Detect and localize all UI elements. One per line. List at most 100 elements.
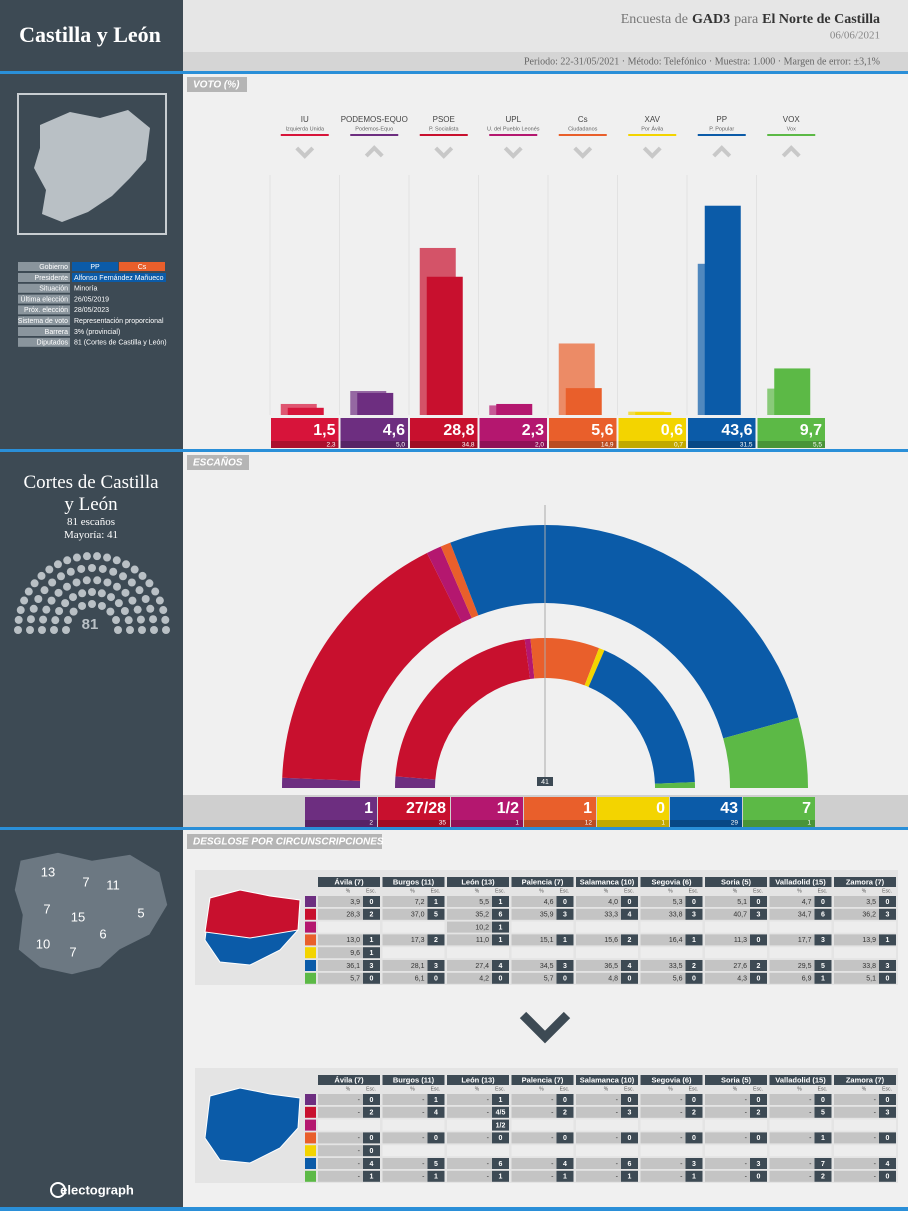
seat-cell: [621, 1132, 638, 1144]
seat-value: 2: [757, 963, 761, 970]
party-icon: [305, 1106, 316, 1118]
seat-cell: [363, 1132, 380, 1144]
info-label: Próx. elección: [24, 307, 68, 314]
seat-dot: [63, 616, 72, 625]
seat-cell: [879, 1119, 896, 1131]
seat-value: 1: [370, 950, 374, 957]
chamber-info: Cortes de Castilla y León 81 escaños May…: [21, 472, 161, 542]
seat-cell: [750, 972, 767, 984]
pct-value: -: [874, 1097, 877, 1104]
pct-cell: [705, 960, 750, 971]
seat-dot: [149, 615, 158, 624]
seat-dot: [20, 596, 29, 605]
pct-value: -: [422, 1161, 425, 1168]
column-header: Esc.: [689, 1086, 699, 1092]
seat-cell: [363, 1145, 380, 1157]
seat-value: 0: [757, 937, 761, 944]
info-label: Diputados: [36, 340, 68, 347]
party-icon: [305, 947, 316, 959]
table-map-highlight: [204, 889, 301, 939]
seat-dot: [69, 593, 77, 602]
pct-cell: [382, 947, 428, 959]
pct-cell: [511, 921, 557, 933]
party-icon: [305, 972, 316, 984]
seat-cell: [750, 1119, 767, 1131]
pct-cell: [318, 1094, 363, 1105]
pct-value: 5,1: [737, 899, 747, 906]
party-full-name: U. del Pueblo Leonés: [487, 126, 540, 132]
pct-cell: [769, 896, 815, 907]
seat-cell: [750, 947, 767, 959]
seat-dot: [106, 607, 115, 616]
seat-value: 4/5: [496, 1110, 506, 1117]
previous-label: 34,8: [462, 442, 475, 449]
value-label: 0,6: [661, 422, 683, 439]
column-header: %: [410, 888, 415, 894]
pct-value: 34,5: [540, 963, 554, 970]
seat-cell: [363, 896, 380, 907]
pct-cell: [834, 896, 879, 907]
info-label-cell: [18, 283, 70, 293]
seat-label: 0: [656, 800, 665, 817]
map-label: 10: [36, 936, 50, 951]
seat-value: 1: [563, 1174, 567, 1181]
map-frame: [17, 93, 167, 235]
subtitle-part: para: [734, 12, 759, 27]
column-header: Esc.: [624, 1086, 634, 1092]
province-header: [705, 877, 767, 887]
seat-box-strip: [378, 820, 450, 827]
seat-dot: [66, 567, 75, 576]
info-value-cell: [72, 273, 166, 282]
value-box: [688, 418, 756, 448]
province-name: Burgos (11): [393, 877, 435, 886]
pct-cell: [640, 1145, 686, 1157]
pct-value: -: [616, 1135, 619, 1142]
pct-cell: [447, 1119, 492, 1131]
seat-value: 2: [434, 937, 438, 944]
column-header: Esc.: [431, 1086, 441, 1092]
seat-cell: [621, 934, 638, 946]
pct-cell: [382, 921, 428, 933]
pct-cell: [576, 1145, 621, 1157]
section-title: VOTO (%): [193, 80, 240, 91]
pct-cell: [769, 947, 815, 959]
seat-box-strip: [597, 820, 669, 827]
government-party: Cs: [138, 264, 147, 271]
seat-value: 1: [434, 1097, 438, 1104]
header-band: [183, 0, 908, 52]
seat-cell: [556, 1119, 574, 1131]
pct-cell: [382, 960, 428, 971]
pct-value: 4,6: [544, 899, 554, 906]
info-label-cell: [18, 262, 70, 271]
value-box-strip: [340, 441, 408, 448]
pct-value: 28,3: [346, 912, 360, 919]
column-header: %: [862, 888, 867, 894]
seat-dot: [97, 601, 106, 610]
seat-dot: [93, 576, 102, 585]
seat-cell: [879, 896, 896, 907]
info-value: 81 (Cortes de Castilla y León): [74, 340, 167, 347]
value-box: [410, 418, 478, 448]
seat-value: 0: [692, 899, 696, 906]
pct-cell: [511, 1094, 557, 1105]
pct-cell: [318, 972, 363, 984]
value-label: 1,5: [313, 422, 335, 439]
subtitle-part: Encuesta de: [621, 12, 688, 27]
seat-cell: [879, 921, 896, 933]
pct-cell: [318, 1158, 363, 1169]
seat-value: 1: [434, 1174, 438, 1181]
seat-value: 0: [370, 899, 374, 906]
pct-cell: [576, 921, 621, 933]
province-header: [318, 877, 380, 887]
seat-dot: [155, 596, 164, 605]
pct-cell: [834, 1132, 879, 1144]
province-name: Ávila (7): [334, 877, 364, 886]
seat-value: 1/2: [496, 1122, 506, 1129]
pct-cell: [640, 1132, 686, 1144]
seat-value: 4: [628, 912, 632, 919]
pct-cell: [640, 934, 686, 946]
province-header: [769, 877, 832, 887]
region-map: [34, 110, 150, 222]
seat-value: 3: [886, 912, 890, 919]
pct-cell: [640, 1106, 686, 1118]
